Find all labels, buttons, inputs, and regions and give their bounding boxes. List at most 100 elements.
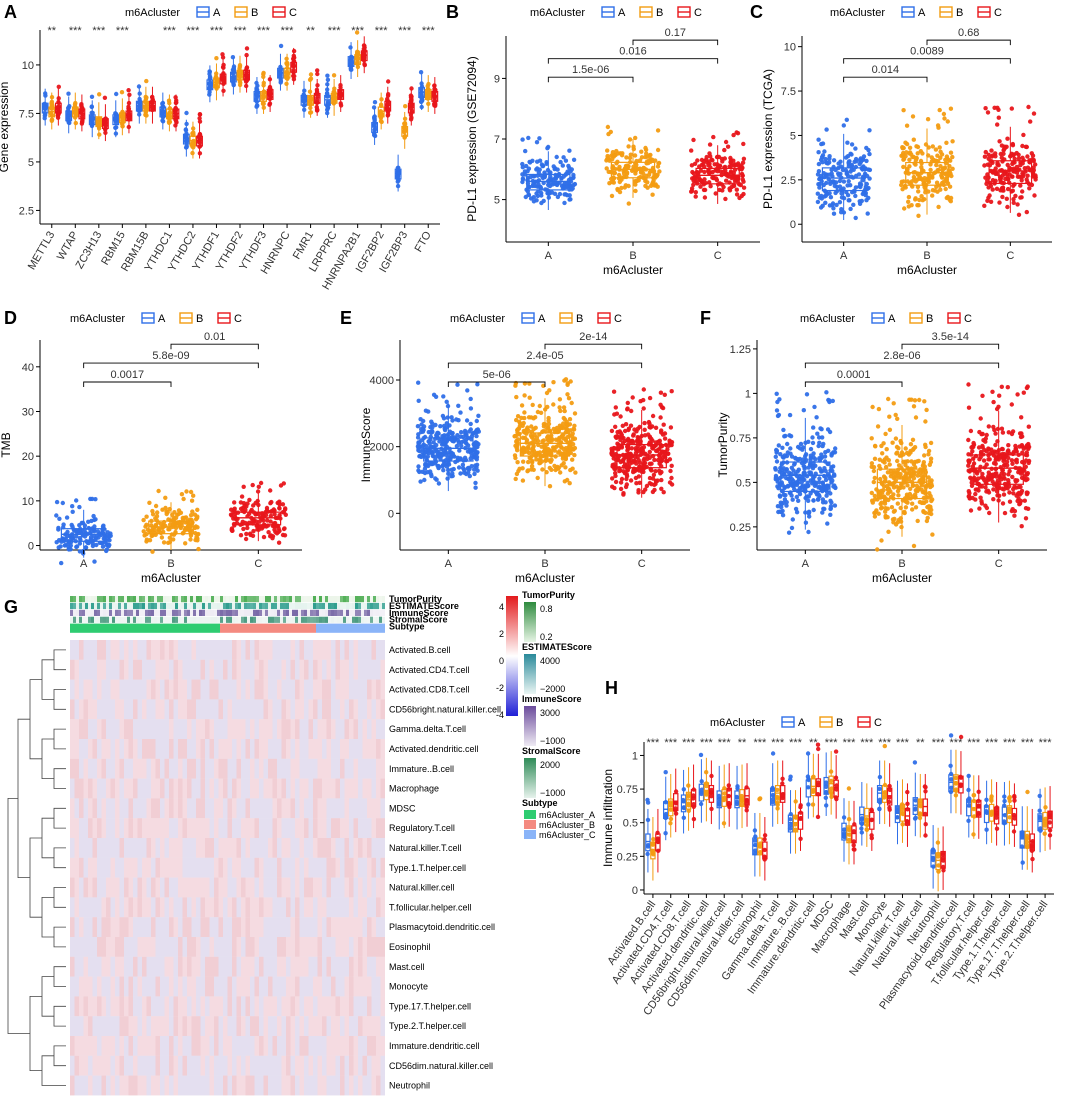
data-point: [281, 526, 287, 532]
data-point: [792, 482, 797, 488]
data-point: [727, 186, 732, 191]
x-tick-label: B: [923, 250, 930, 262]
data-point: [645, 797, 650, 803]
data-point: [417, 454, 422, 459]
data-point: [910, 114, 916, 119]
data-point: [917, 176, 922, 181]
data-point: [1023, 144, 1029, 149]
data-point: [987, 510, 992, 516]
data-point: [445, 476, 450, 481]
y-tick-label: 0: [790, 219, 796, 231]
data-point: [807, 514, 812, 519]
x-tick-label: FMR1: [291, 230, 316, 262]
data-point: [633, 171, 638, 176]
data-point: [561, 174, 566, 179]
data-point: [253, 500, 258, 506]
data-point: [922, 399, 927, 404]
data-point: [1031, 111, 1037, 116]
data-point: [928, 173, 933, 178]
data-point: [534, 140, 540, 145]
y-tick-label: 5: [790, 130, 796, 142]
y-tick-label: 2.5: [781, 175, 796, 187]
data-point: [95, 529, 101, 534]
data-point: [689, 189, 694, 194]
data-point: [1026, 424, 1032, 429]
data-point: [883, 431, 888, 437]
data-point: [895, 416, 900, 421]
data-point: [869, 436, 874, 441]
data-point: [777, 397, 782, 402]
data-point: [531, 416, 536, 421]
data-point: [816, 150, 821, 155]
panel-label-F: F: [700, 308, 711, 328]
data-point: [56, 545, 61, 550]
data-point: [811, 507, 816, 513]
data-point: [817, 185, 822, 190]
data-point: [966, 437, 971, 443]
data-point: [655, 147, 661, 153]
data-point: [474, 433, 479, 439]
x-tick-label: A: [445, 558, 453, 570]
data-point: [911, 404, 917, 409]
data-point: [163, 505, 168, 511]
data-point: [570, 186, 575, 191]
data-point: [571, 172, 576, 178]
data-point: [522, 393, 527, 398]
data-point: [563, 192, 568, 197]
data-point: [642, 420, 647, 426]
data-point: [613, 479, 619, 485]
data-point: [810, 488, 816, 493]
data-point: [781, 427, 786, 433]
x-tick-label: A: [840, 250, 848, 262]
data-point: [995, 122, 1000, 127]
data-point: [277, 505, 282, 511]
data-point: [525, 469, 530, 474]
data-point: [810, 435, 815, 440]
significance-stars: **: [306, 25, 315, 37]
data-point: [930, 532, 935, 537]
data-point: [774, 391, 779, 396]
data-point: [777, 494, 783, 499]
data-point: [789, 465, 794, 470]
data-point: [811, 475, 816, 480]
data-point: [982, 154, 988, 159]
data-point: [646, 432, 651, 437]
significance-stars: ***: [646, 737, 660, 749]
data-point: [786, 476, 791, 482]
data-point: [734, 187, 739, 192]
data-point: [917, 197, 922, 203]
data-point: [624, 482, 629, 487]
data-point: [474, 440, 480, 446]
p-value-label: 0.01: [204, 331, 225, 343]
data-point: [1021, 132, 1026, 138]
y-tick-label: 7.5: [19, 108, 34, 120]
data-point: [195, 538, 200, 543]
significance-stars: ***: [257, 25, 271, 37]
data-point: [790, 497, 795, 502]
data-point: [331, 73, 337, 78]
data-point: [1000, 185, 1006, 190]
data-point: [1000, 159, 1005, 164]
data-point: [1017, 444, 1022, 449]
data-point: [907, 157, 912, 162]
data-point: [966, 494, 971, 499]
data-point: [567, 193, 572, 198]
data-point: [1006, 430, 1011, 435]
data-point: [275, 500, 280, 506]
x-tick-label: A: [545, 250, 553, 262]
data-point: [970, 495, 975, 501]
significance-bracket: [843, 58, 1011, 64]
data-point: [276, 540, 282, 545]
data-point: [811, 425, 816, 430]
significance-stars: ***: [234, 25, 248, 37]
data-point: [348, 45, 353, 50]
data-point: [926, 179, 932, 184]
data-point: [792, 486, 797, 492]
p-value-label: 0.0017: [111, 369, 145, 381]
data-point: [994, 186, 1000, 191]
data-point: [537, 403, 542, 409]
data-point: [913, 158, 919, 163]
data-point: [698, 168, 704, 173]
data-point: [844, 170, 849, 175]
data-point: [1016, 152, 1021, 157]
